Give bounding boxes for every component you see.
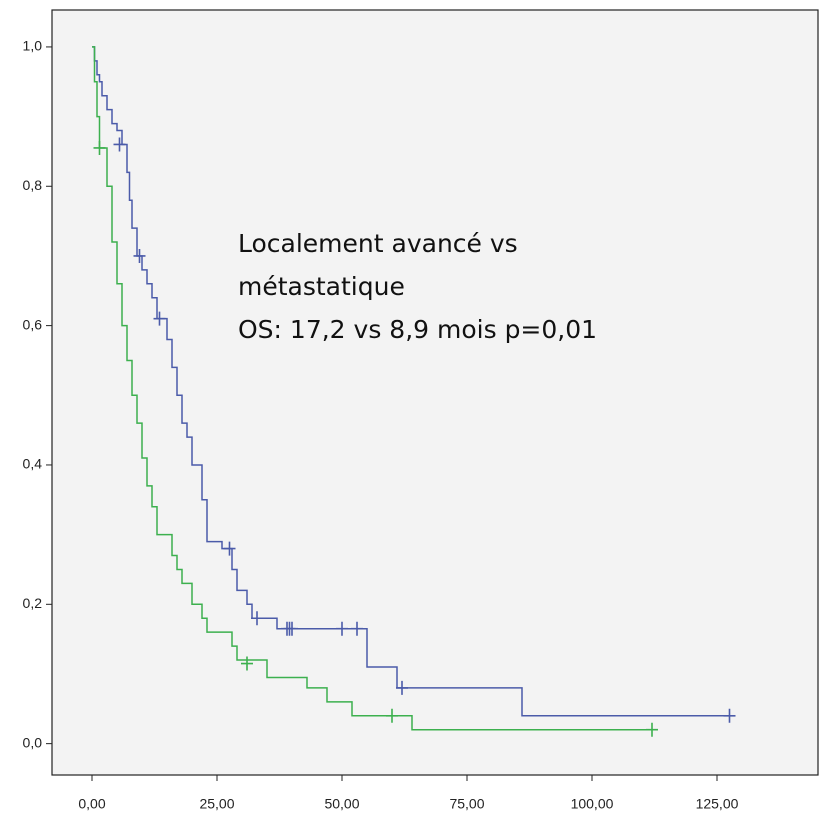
- censor-mark: [396, 680, 408, 695]
- censor-mark: [351, 621, 363, 636]
- x-tick-label: 50,00: [324, 796, 359, 812]
- y-tick-label: 0,2: [23, 595, 43, 611]
- survival-curve: [92, 46, 652, 731]
- annotation: OS: 17,2 vs 8,9 mois p=0,01: [238, 315, 597, 344]
- censor-mark: [251, 611, 263, 626]
- plot-area: [51, 9, 819, 776]
- censor-mark: [223, 541, 236, 556]
- censor-mark: [286, 621, 298, 636]
- x-tick-label: 0,00: [78, 796, 105, 812]
- censor-mark: [113, 137, 126, 152]
- censor-mark: [153, 311, 166, 326]
- x-tick-label: 75,00: [449, 796, 484, 812]
- censor-mark: [93, 140, 106, 155]
- y-tick-label: 0,4: [23, 456, 43, 472]
- censor-mark: [646, 722, 658, 737]
- censor-mark: [723, 708, 736, 723]
- annotation: Localement avancé vs: [238, 229, 518, 258]
- x-tick-label: 25,00: [199, 796, 234, 812]
- censor-mark: [133, 248, 146, 263]
- survival-curve: [92, 46, 730, 717]
- censor-mark: [241, 656, 253, 671]
- y-tick-label: 0,6: [23, 316, 43, 332]
- x-tick-label: 100,00: [571, 796, 614, 812]
- x-tick-label: 125,00: [696, 796, 739, 812]
- y-tick-label: 1,0: [23, 38, 43, 54]
- censor-mark: [336, 621, 348, 636]
- y-tick-label: 0,8: [23, 177, 43, 193]
- y-tick-label: 0,0: [23, 734, 43, 750]
- censor-mark: [386, 708, 398, 723]
- annotation: métastatique: [238, 272, 405, 301]
